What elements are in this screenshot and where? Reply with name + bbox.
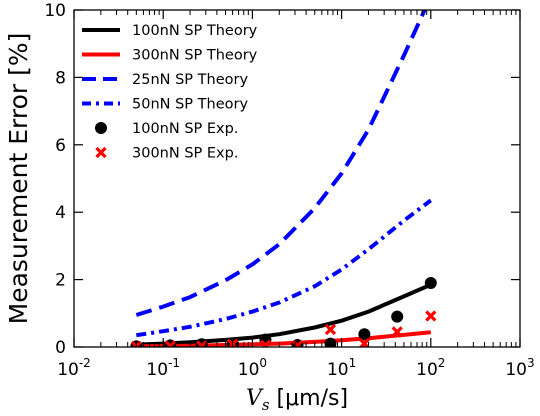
y-tick-label-0: 0 bbox=[55, 338, 66, 358]
y-tick-label-1: 2 bbox=[55, 271, 66, 291]
axes: 10-2 10-1 100 101 102 103 0 2 4 6 8 10 Vs [μm/s] Meas… bbox=[4, 1, 535, 414]
legend-entry-1: 300nN SP Theory bbox=[82, 48, 258, 64]
legend-label-2: 25nN SP Theory bbox=[132, 72, 248, 88]
data-point-5-4 bbox=[259, 339, 272, 347]
legend-label-4: 100nN SP Exp. bbox=[132, 121, 238, 137]
y-tick-label-5: 10 bbox=[44, 1, 66, 21]
x-tick-label-5: 103 bbox=[505, 356, 534, 380]
y-tick-label-3: 6 bbox=[55, 136, 66, 156]
x-tick-label-4: 102 bbox=[416, 356, 445, 380]
y-axis-title: Measurement Error [%] bbox=[4, 33, 33, 325]
y-tick-label-2: 4 bbox=[55, 203, 66, 223]
legend-label-3: 50nN SP Theory bbox=[132, 97, 248, 113]
legend-label-1: 300nN SP Theory bbox=[132, 48, 258, 64]
data-point-5-1 bbox=[164, 340, 176, 347]
legend-swatch-4 bbox=[95, 122, 107, 134]
plot-frame bbox=[73, 9, 521, 348]
series-line-3 bbox=[136, 198, 433, 338]
legend-label-0: 100nN SP Theory bbox=[132, 23, 258, 39]
x-tick-label-1: 10-1 bbox=[146, 356, 180, 380]
x-tick-label-2: 100 bbox=[238, 356, 267, 380]
series-line-0 bbox=[136, 282, 432, 347]
y-tick-label-4: 8 bbox=[55, 68, 66, 88]
data-point-4-9 bbox=[424, 276, 437, 289]
x-tick-label-3: 101 bbox=[327, 356, 356, 380]
data-point-4-6 bbox=[324, 337, 337, 347]
legend-entry-4: 100nN SP Exp. bbox=[95, 121, 238, 137]
legend-entry-5: 300nN SP Exp. bbox=[95, 146, 238, 162]
data-point-5-9 bbox=[425, 310, 437, 322]
data-point-5-2 bbox=[196, 340, 208, 347]
legend-entry-2: 25nN SP Theory bbox=[82, 72, 248, 88]
x-tick-label-0: 10-2 bbox=[57, 356, 91, 380]
legend-entry-0: 100nN SP Theory bbox=[82, 23, 258, 39]
legend-swatch-5 bbox=[95, 146, 107, 159]
data-point-5-8 bbox=[391, 326, 403, 338]
data-point-5-6 bbox=[324, 323, 337, 336]
legend-label-5: 300nN SP Exp. bbox=[132, 146, 238, 162]
legend-entry-3: 50nN SP Theory bbox=[82, 97, 248, 113]
x-axis-title: Vs [μm/s] bbox=[246, 386, 348, 414]
plot-area bbox=[74, 10, 520, 347]
legend: 100nN SP Theory 300nN SP Theory 25nN SP Th… bbox=[82, 23, 258, 162]
data-point-4-7 bbox=[358, 328, 371, 341]
data-point-4-8 bbox=[391, 310, 404, 323]
